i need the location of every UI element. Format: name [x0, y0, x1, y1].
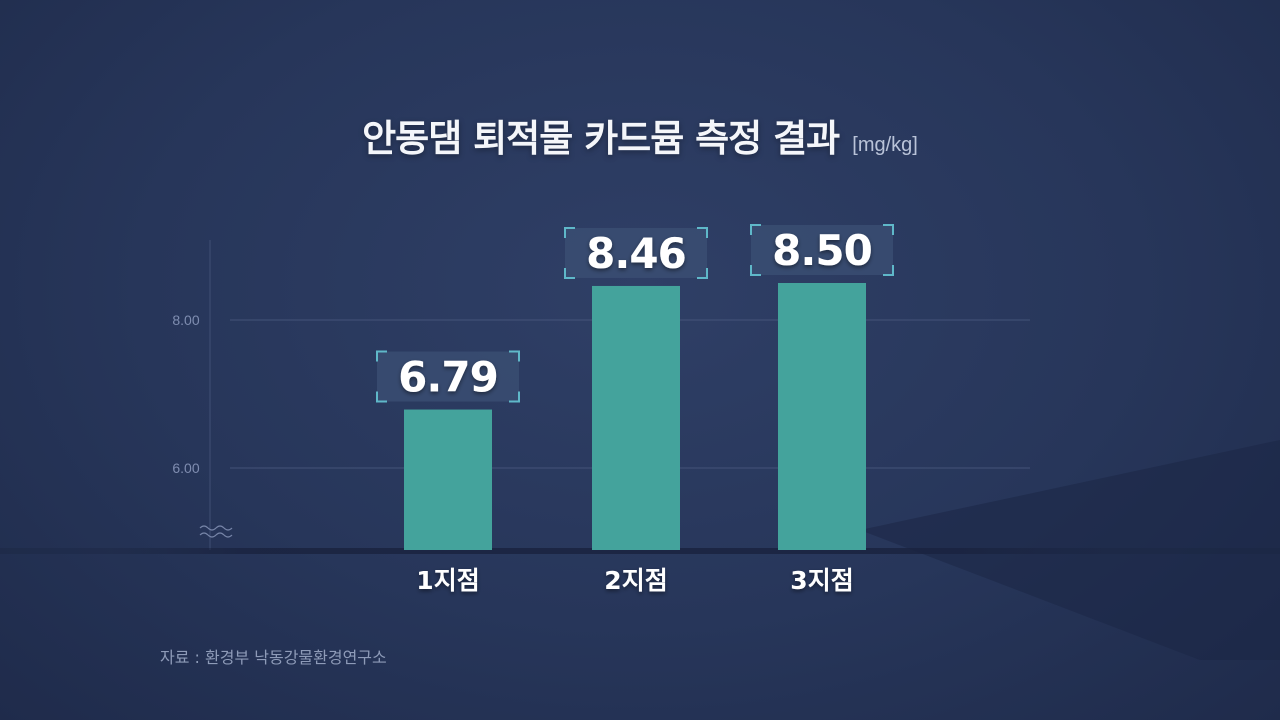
bar-1 — [404, 409, 492, 550]
chart-title: 안동댐 퇴적물 카드뮴 측정 결과 — [362, 117, 840, 160]
chart-unit: [mg/kg] — [852, 134, 918, 156]
value-label-bracket-1 — [376, 350, 520, 403]
y-tick-label-1: 8.00 — [172, 312, 199, 328]
value-label-bracket-2 — [564, 226, 708, 279]
bar-2 — [592, 285, 680, 550]
source-note: 자료 : 환경부 낙동강물환경연구소 — [160, 648, 387, 667]
value-label-box-3 — [751, 225, 893, 275]
value-label-3: 8.50 — [772, 226, 872, 275]
bar-3 — [778, 283, 866, 550]
value-label-1: 6.79 — [398, 353, 498, 402]
axis-break-wave-0 — [199, 525, 233, 531]
category-label-1: 1지점 — [416, 566, 479, 595]
chart-title-block: 안동댐 퇴적물 카드뮴 측정 결과 [mg/kg] — [0, 108, 1280, 162]
y-tick-label-0: 6.00 — [172, 460, 199, 476]
value-label-2: 8.46 — [586, 229, 686, 278]
axis-break-wave-1 — [199, 532, 233, 538]
value-label-bracket-3 — [750, 224, 894, 276]
category-label-3: 3지점 — [790, 566, 853, 595]
x-axis-baseline — [110, 548, 1110, 554]
value-label-box-1 — [377, 351, 519, 402]
category-label-2: 2지점 — [604, 566, 667, 595]
value-label-box-2 — [565, 227, 707, 278]
